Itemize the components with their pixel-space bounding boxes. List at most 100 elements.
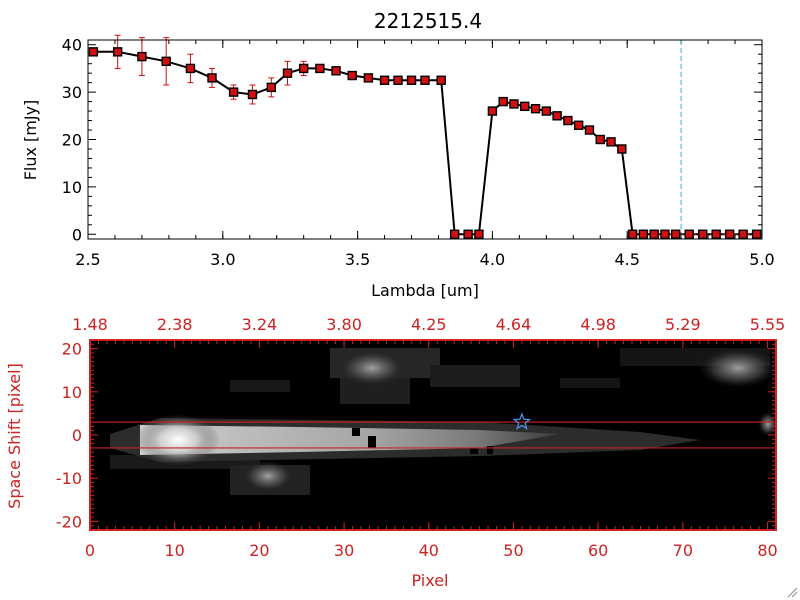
data-point-marker bbox=[487, 106, 498, 116]
data-point-marker bbox=[530, 104, 541, 114]
x-tick-label: 2.5 bbox=[75, 250, 100, 269]
data-point-marker bbox=[606, 137, 616, 147]
spectral-image-tick-labels: 0 10 20 30 40 50 60 70 80 1.48 2.38 3.24 3.80 4.25 4.6… bbox=[56, 315, 785, 560]
spectral-image-panel: 0 10 20 30 40 50 60 70 80 1.48 2.38 3.24 3.80 4.25 4.6… bbox=[56, 315, 785, 560]
image-top-tick-label: 3.80 bbox=[326, 315, 362, 334]
spectrum-error-bars bbox=[90, 34, 625, 151]
data-point-marker bbox=[315, 63, 325, 74]
y-tick-label: 20 bbox=[62, 131, 82, 150]
image-x-tick-label: 60 bbox=[588, 541, 608, 560]
data-point-marker bbox=[363, 73, 374, 83]
faint-source-blob bbox=[338, 350, 406, 386]
y-tick-label: 30 bbox=[62, 83, 82, 102]
data-point-marker bbox=[393, 75, 403, 85]
data-point-marker bbox=[436, 75, 446, 85]
data-point-marker bbox=[207, 73, 217, 83]
star-icon bbox=[512, 412, 532, 430]
data-point-marker bbox=[649, 229, 659, 239]
noise-patch bbox=[560, 378, 620, 388]
data-point-marker bbox=[660, 229, 670, 239]
bad-pixel bbox=[470, 448, 478, 454]
x-tick-label: 3.5 bbox=[345, 250, 370, 269]
image-x-tick-label: 80 bbox=[757, 541, 777, 560]
data-point-marker bbox=[563, 115, 573, 126]
bad-pixel bbox=[368, 436, 376, 448]
spectrum-plot: 2.5 3.0 3.5 4.0 4.5 5.0 0 10 20 30 40 bbox=[62, 34, 775, 269]
chart-title: 2212515.4 bbox=[374, 9, 482, 33]
data-point-marker bbox=[573, 120, 584, 130]
x-tick-label: 5.0 bbox=[749, 250, 774, 269]
data-point-marker bbox=[711, 229, 721, 239]
spectral-image-ticks bbox=[89, 339, 777, 531]
y-tick-label: 10 bbox=[62, 178, 82, 197]
image-x-tick-label: 50 bbox=[503, 541, 523, 560]
data-point-marker bbox=[724, 229, 735, 239]
data-point-marker bbox=[751, 229, 762, 239]
image-y-label: Space Shift [pixel] bbox=[5, 363, 24, 509]
image-y-tick-label: -10 bbox=[56, 469, 82, 488]
data-point-marker bbox=[463, 229, 473, 239]
data-point-marker bbox=[161, 56, 171, 67]
y-tick-label: 40 bbox=[62, 36, 82, 55]
image-x-tick-label: 40 bbox=[419, 541, 439, 560]
image-y-tick-label: 10 bbox=[62, 383, 82, 402]
image-top-tick-label: 5.55 bbox=[750, 315, 786, 334]
x-tick-label: 4.5 bbox=[614, 250, 639, 269]
image-y-tick-label: 0 bbox=[72, 426, 82, 445]
data-point-marker bbox=[617, 144, 627, 154]
source-position-marker bbox=[512, 412, 532, 430]
data-point-marker bbox=[595, 134, 605, 145]
faint-source-blob bbox=[242, 460, 294, 492]
data-point-marker bbox=[185, 63, 196, 74]
image-x-tick-label: 0 bbox=[85, 541, 95, 560]
data-point-marker bbox=[498, 96, 508, 107]
data-point-marker bbox=[638, 229, 649, 239]
data-point-marker bbox=[406, 75, 417, 85]
data-point-marker bbox=[228, 87, 239, 97]
spectrum-tick-labels: 2.5 3.0 3.5 4.0 4.5 5.0 0 10 20 30 40 bbox=[62, 36, 775, 269]
data-point-marker bbox=[449, 229, 460, 239]
data-point-marker bbox=[671, 229, 681, 239]
x-tick-label: 4.0 bbox=[480, 250, 505, 269]
data-point-marker bbox=[379, 75, 390, 85]
image-x-tick-label: 10 bbox=[165, 541, 185, 560]
extraction-aperture-lines bbox=[90, 421, 776, 449]
data-point-marker bbox=[541, 106, 552, 116]
image-x-label: Pixel bbox=[411, 571, 448, 590]
faint-source-blob bbox=[698, 348, 776, 388]
data-point-marker bbox=[137, 51, 147, 62]
data-point-marker bbox=[331, 66, 341, 76]
data-point-marker bbox=[584, 125, 595, 135]
data-point-marker bbox=[420, 75, 430, 85]
image-x-tick-label: 30 bbox=[334, 541, 354, 560]
image-y-tick-label: -20 bbox=[56, 512, 82, 531]
image-x-tick-label: 20 bbox=[249, 541, 269, 560]
image-top-tick-label: 5.29 bbox=[665, 315, 701, 334]
bad-pixel bbox=[487, 446, 493, 454]
spectrum-y-label: Flux [mJy] bbox=[21, 100, 40, 181]
data-point-marker bbox=[509, 99, 519, 109]
data-point-marker bbox=[282, 68, 293, 78]
image-top-tick-label: 4.64 bbox=[496, 315, 532, 334]
spectrum-markers bbox=[88, 47, 762, 239]
data-point-marker bbox=[247, 89, 258, 100]
image-top-tick-label: 2.38 bbox=[157, 315, 193, 334]
data-point-marker bbox=[298, 63, 309, 74]
data-point-marker bbox=[474, 229, 484, 239]
window-resize-grip-icon[interactable] bbox=[786, 586, 798, 598]
data-point-marker bbox=[347, 70, 357, 81]
spectrum-plot-frame bbox=[87, 39, 763, 240]
noise-patch bbox=[430, 365, 520, 387]
image-top-tick-label: 4.98 bbox=[580, 315, 616, 334]
image-top-tick-label: 1.48 bbox=[72, 315, 108, 334]
image-x-tick-label: 70 bbox=[673, 541, 693, 560]
faint-source-blob bbox=[758, 412, 776, 436]
data-point-marker bbox=[88, 47, 99, 57]
image-y-tick-label: 20 bbox=[62, 340, 82, 359]
data-point-marker bbox=[112, 47, 123, 57]
data-point-marker bbox=[684, 229, 694, 239]
bad-pixel bbox=[352, 428, 360, 436]
noise-patch bbox=[230, 380, 290, 392]
x-tick-label: 3.0 bbox=[210, 250, 235, 269]
